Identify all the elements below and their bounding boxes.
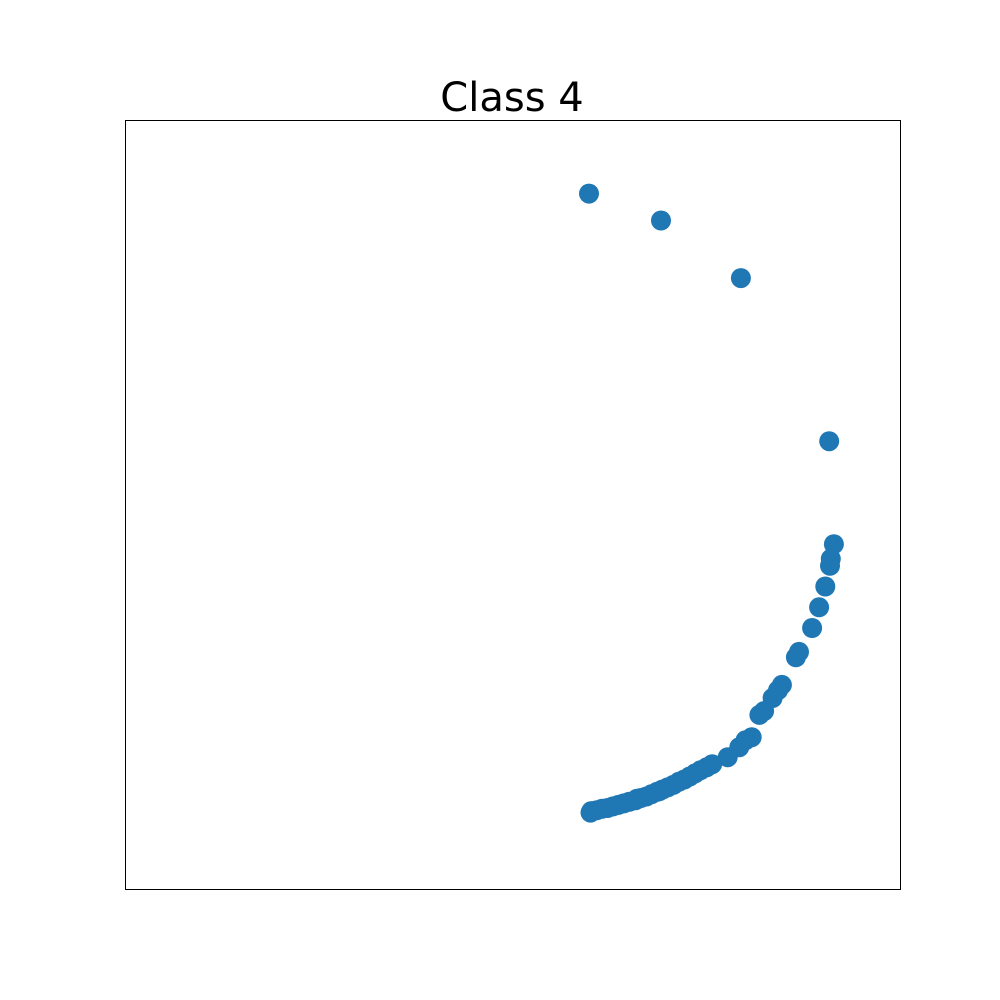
scatter-point — [802, 618, 823, 638]
scatter-point — [579, 183, 599, 204]
scatter-point — [819, 431, 840, 452]
scatter-points — [579, 183, 844, 823]
scatter-point — [730, 268, 751, 289]
chart-title: Class 4 — [440, 75, 583, 121]
scatter-point — [820, 555, 840, 576]
scatter-point — [627, 788, 647, 809]
scatter-point — [809, 597, 830, 618]
scatter-point — [651, 210, 671, 231]
scatter-point — [649, 781, 670, 802]
scatter-point — [749, 704, 770, 725]
scatter-point — [717, 747, 738, 768]
scatter-point — [815, 576, 836, 597]
scatter-point — [580, 802, 601, 823]
scatter-point — [785, 647, 806, 668]
plot-frame — [125, 120, 901, 890]
